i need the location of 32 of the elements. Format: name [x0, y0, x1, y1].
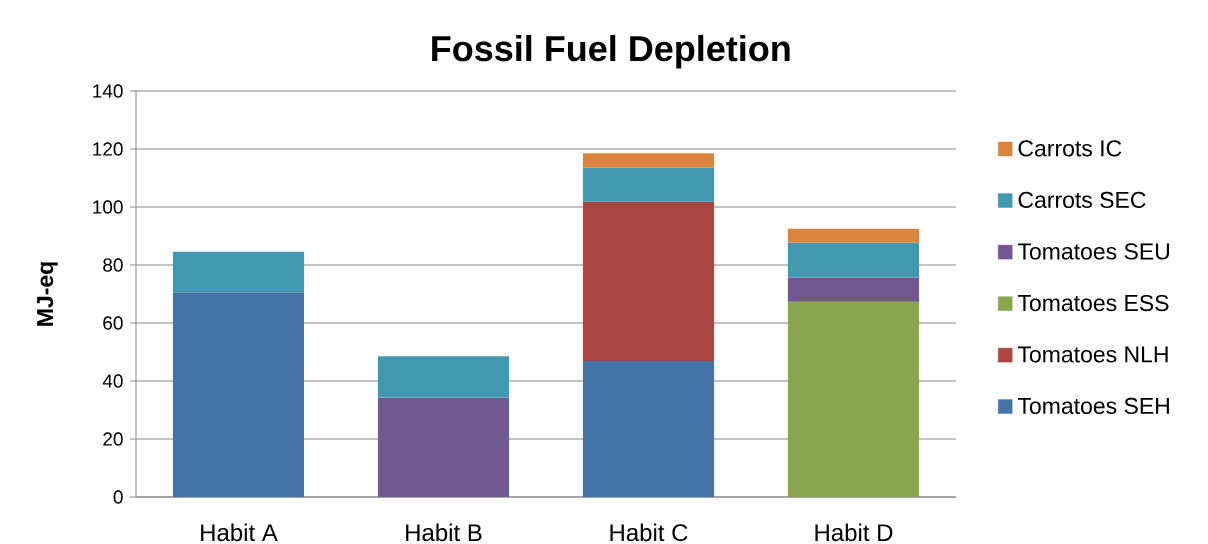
bar	[787, 242, 920, 278]
bar	[582, 153, 715, 168]
bar	[582, 201, 715, 361]
y-axis-title: MJ-eq	[37, 262, 58, 326]
x-tick-label: Habit B	[406, 523, 482, 542]
bar	[787, 228, 920, 243]
legend-label: Carrots SEC	[1018, 191, 1146, 209]
legend-label: Tomatoes SEH	[1017, 397, 1169, 415]
legend-label: Tomatoes NLH	[1017, 346, 1168, 363]
x-tick-label: Habit D	[815, 523, 893, 542]
legend-label: Tomatoes ESS	[1017, 294, 1169, 312]
y-tick-label: 120	[93, 142, 123, 156]
chart-title: Fossil Fuel Depletion	[432, 34, 790, 69]
y-tick-label: 100	[93, 200, 123, 214]
x-tick-label: Habit A	[201, 523, 278, 542]
bar	[377, 397, 510, 497]
legend-label: Carrots IC	[1018, 140, 1122, 157]
y-tick-label: 60	[103, 316, 123, 330]
bar	[582, 167, 715, 202]
bar	[172, 292, 305, 497]
bar	[377, 356, 510, 398]
bar	[787, 301, 920, 497]
y-tick-label: 80	[103, 258, 123, 272]
x-tick-label: Habit C	[610, 523, 688, 542]
legend-label: Tomatoes SEU	[1017, 243, 1170, 260]
y-tick-label: 40	[102, 374, 123, 388]
bar	[787, 277, 920, 302]
bar	[582, 360, 715, 497]
y-tick-label: 20	[103, 432, 123, 446]
y-tick-label: 0	[113, 490, 123, 504]
bar	[172, 251, 305, 293]
y-tick-label: 140	[93, 84, 123, 98]
